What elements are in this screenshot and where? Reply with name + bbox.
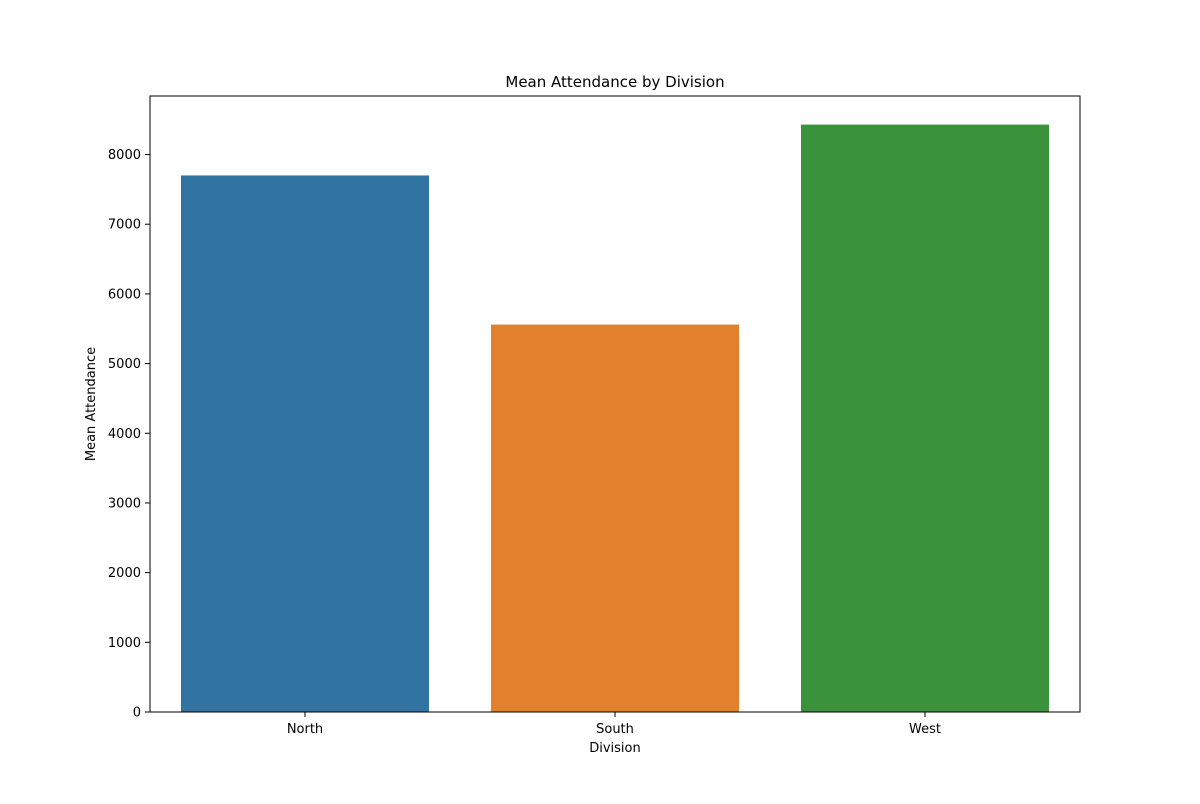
- bars-layer: [181, 124, 1049, 713]
- y-tick-label: 6000: [108, 287, 141, 302]
- y-tick-label: 4000: [108, 427, 141, 442]
- x-tick-label: North: [287, 722, 323, 737]
- y-tick-label: 1000: [108, 636, 141, 651]
- x-axis-label: Division: [589, 741, 641, 756]
- y-axis-label: Mean Attendance: [84, 347, 99, 461]
- y-axis-ticks: 0 1000 2000 3000 4000 5000 6000 7000 8000: [108, 148, 150, 721]
- x-axis-ticks: North South West: [287, 712, 941, 737]
- bar-north: [181, 175, 429, 713]
- y-tick-label: 2000: [108, 566, 141, 581]
- y-tick-label: 7000: [108, 218, 141, 233]
- y-tick-label: 8000: [108, 148, 141, 163]
- y-tick-label: 3000: [108, 496, 141, 511]
- y-tick-label: 0: [133, 706, 141, 721]
- y-tick-label: 5000: [108, 357, 141, 372]
- chart-title: Mean Attendance by Division: [505, 73, 724, 91]
- bar-west: [801, 124, 1049, 713]
- bar-south: [491, 324, 739, 712]
- x-tick-label: South: [596, 722, 634, 737]
- x-tick-label: West: [909, 722, 941, 737]
